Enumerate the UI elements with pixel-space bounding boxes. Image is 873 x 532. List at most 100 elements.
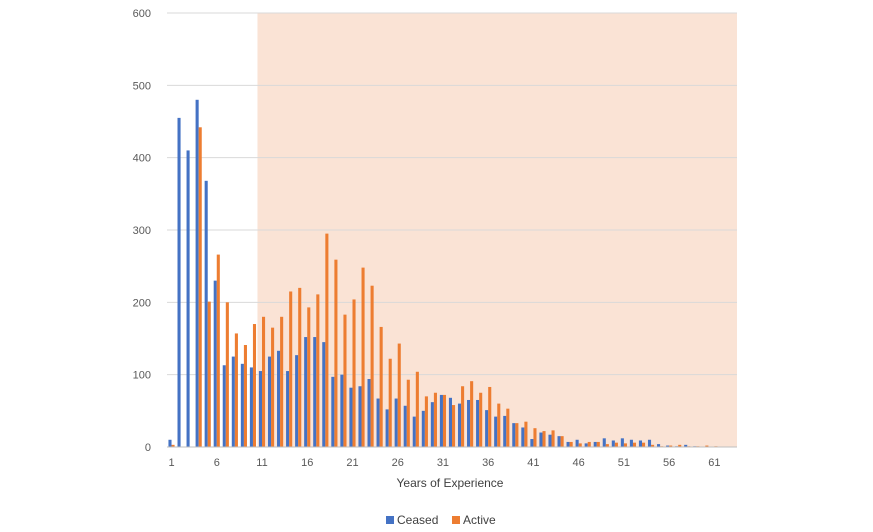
x-tick-label: 21 [346,457,358,469]
bar-active-41 [533,428,537,447]
bar-ceased-45 [566,441,570,447]
y-tick-label: 400 [133,153,151,165]
bar-ceased-32 [448,397,452,447]
y-tick-label: 200 [133,297,151,309]
bar-active-60 [705,445,709,447]
bar-ceased-49 [602,438,606,447]
bar-ceased-3 [186,150,190,447]
x-tick-label: 26 [392,457,404,469]
bar-active-49 [605,444,609,447]
bar-ceased-25 [385,409,389,447]
y-tick-labels: 0 100 200 300 400 500 600 [133,8,151,454]
bar-ceased-18 [322,342,326,447]
bar-active-48 [596,441,600,447]
bar-ceased-28 [412,416,416,447]
y-tick-label: 0 [145,442,151,454]
bar-ceased-26 [394,398,398,447]
bar-ceased-21 [349,387,353,447]
bar-ceased-4 [195,99,199,448]
bar-ceased-27 [403,405,407,447]
bars [168,99,718,448]
bar-ceased-48 [593,441,597,447]
bar-active-28 [415,371,419,447]
bar-active-8 [234,333,238,447]
bar-ceased-37 [494,416,498,447]
bar-ceased-2 [177,117,181,447]
legend: Ceased Active [386,513,496,527]
bar-active-4 [198,127,202,447]
legend-label-ceased: Ceased [397,513,438,527]
bar-ceased-31 [439,394,443,447]
bar-active-33 [461,386,465,447]
bar-ceased-29 [421,410,425,447]
bar-ceased-50 [611,440,615,447]
bar-active-44 [560,436,564,447]
bar-ceased-43 [548,434,552,447]
bar-active-6 [216,254,220,447]
bar-active-7 [225,302,229,447]
bar-active-56 [669,445,673,447]
bar-active-20 [343,314,347,447]
bar-ceased-44 [557,436,561,447]
bar-active-30 [433,392,437,447]
bar-ceased-11 [258,371,262,447]
bar-active-5 [207,301,211,447]
bar-active-40 [524,421,528,447]
bar-active-36 [488,386,492,447]
bar-active-39 [515,423,519,447]
bar-active-31 [442,394,447,447]
bar-ceased-55 [657,444,661,447]
bar-active-19 [334,259,338,447]
bar-ceased-22 [358,386,362,447]
bar-active-52 [632,442,637,447]
bar-active-23 [370,285,374,447]
y-tick-label: 500 [133,80,151,92]
bar-active-29 [424,396,428,447]
bar-active-34 [470,381,474,447]
y-tick-label: 300 [133,225,151,237]
bar-active-32 [452,405,456,447]
bar-active-43 [551,430,555,447]
bar-ceased-38 [503,415,507,447]
x-tick-label: 36 [482,457,494,469]
bar-active-46 [578,443,582,447]
bar-ceased-30 [430,402,434,447]
bar-ceased-19 [331,376,335,447]
bar-active-51 [623,443,627,447]
bar-ceased-7 [222,365,226,447]
bar-active-21 [352,299,356,447]
bar-active-26 [397,343,401,447]
bar-active-12 [271,327,275,447]
bar-ceased-13 [277,350,281,447]
x-tick-label: 31 [437,457,449,469]
bar-ceased-23 [367,379,371,447]
bar-ceased-6 [213,280,217,447]
y-tick-label: 600 [133,8,151,20]
legend-swatch-ceased [386,516,394,524]
x-tick-label: 46 [573,457,585,469]
x-tick-label: 51 [618,457,630,469]
bar-ceased-52 [629,439,633,447]
bar-ceased-24 [376,398,380,447]
bar-ceased-16 [304,337,308,447]
bar-active-47 [587,441,591,447]
bar-active-25 [388,358,392,447]
bar-ceased-9 [240,363,244,447]
y-tick-label: 100 [133,370,151,382]
bar-ceased-12 [267,356,272,447]
x-tick-label: 11 [256,457,267,469]
bar-ceased-46 [575,439,579,447]
bar-active-35 [479,392,483,447]
bar-ceased-58 [684,444,688,447]
bar-ceased-40 [521,427,525,447]
bar-ceased-20 [340,374,344,447]
bar-ceased-35 [476,399,480,447]
bar-active-24 [379,326,383,447]
bar-ceased-10 [249,367,253,447]
bar-active-14 [289,291,293,447]
bar-active-54 [651,444,655,447]
bar-ceased-34 [467,399,471,447]
bar-active-1 [171,444,175,447]
bar-active-17 [316,294,320,447]
bar-ceased-42 [539,432,543,447]
